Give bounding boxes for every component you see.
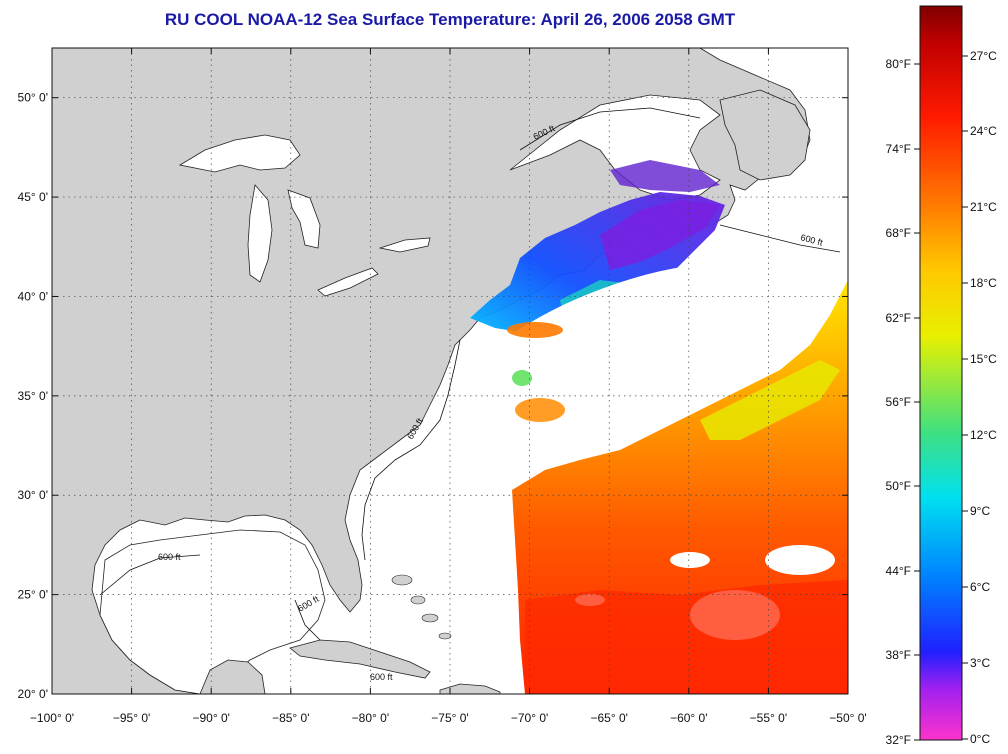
hispaniola-land — [439, 683, 501, 694]
colorbar-f-label: 56°F — [886, 395, 911, 409]
x-tick-label: −60° 0' — [670, 711, 707, 725]
x-tick-label: −90° 0' — [192, 711, 229, 725]
y-tick-label: 30° 0' — [18, 488, 48, 502]
x-tick-label: −80° 0' — [352, 711, 389, 725]
y-tick-label: 25° 0' — [18, 588, 48, 602]
colorbar-c-label: 9°C — [970, 504, 990, 518]
longitude-tick-labels: −100° 0' −95° 0' −90° 0' −85° 0' −80° 0' −75°… — [30, 48, 867, 725]
colorbar-c-label: 12°C — [970, 428, 997, 442]
x-tick-label: −100° 0' — [30, 711, 74, 725]
y-tick-label: 35° 0' — [18, 389, 48, 403]
latitude-tick-labels: 20° 0' 25° 0' 30° 0' 35° 0' 40° 0' 45° 0' 50° … — [18, 91, 848, 701]
colorbar-celsius-labels: 27°C 24°C 21°C 18°C 15°C 12°C 9°C 6°C 3°C 0°C — [962, 49, 997, 746]
colorbar-c-label: 24°C — [970, 124, 997, 138]
map-plot-area: 600 ft 600 ft 600 ft 600 ft 600 ft 600 f… — [52, 48, 848, 694]
x-tick-label: −75° 0' — [431, 711, 468, 725]
contour-600ft — [99, 107, 841, 641]
x-tick-label: −50° 0' — [829, 711, 866, 725]
colorbar-f-label: 50°F — [886, 479, 911, 493]
colorbar-c-label: 15°C — [970, 352, 997, 366]
cuba-land — [289, 639, 431, 679]
x-tick-label: −70° 0' — [511, 711, 548, 725]
y-tick-label: 45° 0' — [18, 190, 48, 204]
sst-red-band — [525, 580, 848, 694]
colorbar-c-label: 6°C — [970, 580, 990, 594]
colorbar-f-label: 80°F — [886, 57, 911, 71]
sst-gulf-stlawrence-patch — [610, 160, 720, 192]
lake-erie — [317, 267, 379, 297]
contour-label: 600 ft — [158, 552, 181, 562]
gulf-of-mexico — [99, 529, 326, 694]
sst-purple-region — [600, 200, 720, 270]
map-title: RU COOL NOAA-12 Sea Surface Temperature:… — [164, 10, 736, 29]
colorbar-fahrenheit-labels: 80°F 74°F 68°F 62°F 56°F 50°F 44°F 38°F 32°F — [886, 57, 920, 747]
colorbar-c-label: 0°C — [970, 732, 990, 746]
lake-ontario — [378, 237, 431, 253]
map-gridlines — [52, 48, 848, 694]
sst-orange-patch — [515, 398, 565, 422]
colorbar-c-label: 21°C — [970, 200, 997, 214]
sst-yellow-patch — [700, 360, 840, 440]
sst-green-patch — [512, 370, 532, 386]
colorbar-f-label: 32°F — [886, 733, 911, 747]
colorbar — [919, 5, 963, 741]
newfoundland-land — [719, 89, 811, 181]
colorbar-c-label: 27°C — [970, 49, 997, 63]
y-tick-label: 20° 0' — [18, 687, 48, 701]
colorbar-c-label: 3°C — [970, 656, 990, 670]
lake-huron — [287, 189, 321, 249]
sst-orange-shelf — [507, 322, 563, 338]
colorbar-f-label: 38°F — [886, 648, 911, 662]
x-tick-label: −55° 0' — [750, 711, 787, 725]
bahamas-islands — [391, 574, 452, 640]
x-tick-label: −85° 0' — [272, 711, 309, 725]
x-tick-label: −95° 0' — [113, 711, 150, 725]
colorbar-f-label: 44°F — [886, 564, 911, 578]
colorbar-c-label: 18°C — [970, 276, 997, 290]
lake-superior — [178, 134, 301, 173]
yucatan-land — [199, 659, 266, 694]
colorbar-f-label: 68°F — [886, 226, 911, 240]
x-tick-label: −65° 0' — [590, 711, 627, 725]
y-tick-label: 40° 0' — [18, 289, 48, 303]
colorbar-f-label: 74°F — [886, 142, 911, 156]
y-tick-label: 50° 0' — [18, 91, 48, 105]
lake-michigan — [247, 184, 273, 283]
colorbar-f-label: 62°F — [886, 311, 911, 325]
contour-label: 600 ft — [370, 672, 393, 682]
